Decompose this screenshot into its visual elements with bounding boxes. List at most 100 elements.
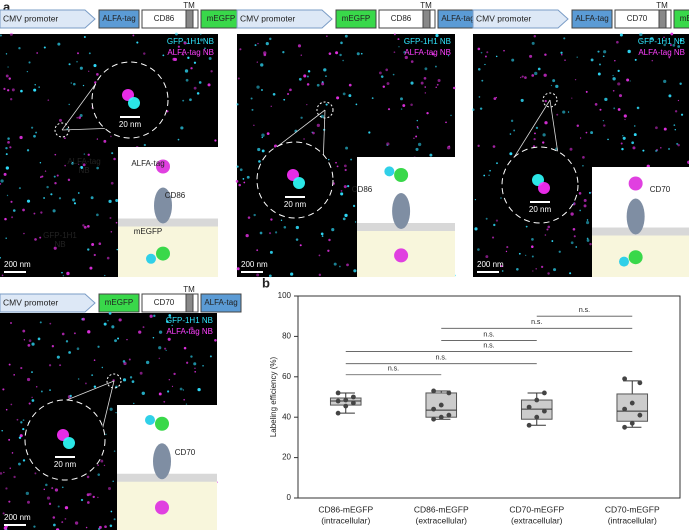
fluorescent-spot <box>303 74 307 78</box>
fluorescent-spot <box>325 103 328 106</box>
schematic-nb <box>146 253 156 264</box>
fluorescent-spot <box>570 212 574 216</box>
fluorescent-spot <box>87 153 90 156</box>
fluorescent-spot <box>280 219 283 221</box>
fluorescent-spot <box>447 55 450 57</box>
fluorescent-spot <box>493 223 496 227</box>
fluorescent-spot <box>26 70 29 73</box>
fluorescent-spot <box>655 149 658 153</box>
fluorescent-spot <box>269 232 272 235</box>
fluorescent-spot <box>256 85 260 89</box>
fluorescent-spot <box>342 59 344 62</box>
fluorescent-spot <box>493 97 497 101</box>
fluorescent-spot <box>91 243 95 246</box>
fluorescent-spot <box>3 471 5 474</box>
fluorescent-spot <box>495 96 497 99</box>
fluorescent-spot <box>626 78 630 82</box>
fluorescent-spot <box>627 49 631 54</box>
construct-element <box>98 293 140 313</box>
fluorescent-spot <box>0 34 2 37</box>
fluorescent-spot <box>612 89 615 92</box>
construct-element <box>673 9 689 29</box>
fluorescent-spot <box>209 355 212 358</box>
fluorescent-spot <box>109 407 113 411</box>
fluorescent-spot <box>12 209 16 212</box>
x-tick-label: CD86-mEGFP <box>414 504 469 514</box>
fluorescent-spot <box>655 126 658 130</box>
y-tick-label: 80 <box>282 332 291 341</box>
fluorescent-spot <box>525 254 527 256</box>
schematic-protein <box>626 198 645 235</box>
fluorescent-spot <box>208 56 212 60</box>
fluorescent-spot <box>91 374 94 376</box>
fluorescent-spot <box>40 211 43 214</box>
fluorescent-spot <box>604 97 608 102</box>
fluorescent-spot <box>424 92 427 94</box>
plot-frame <box>297 295 681 499</box>
fluorescent-spot <box>198 81 202 84</box>
x-tick-label: CD70-mEGFP <box>509 504 564 514</box>
fluorescent-spot <box>393 33 396 36</box>
fluorescent-spot <box>535 126 539 130</box>
fluorescent-spot <box>243 181 246 184</box>
fluorescent-spot <box>115 198 119 203</box>
fluorescent-spot <box>448 145 451 148</box>
fluorescent-spot <box>263 51 267 55</box>
fluorescent-spot <box>299 244 302 247</box>
fluorescent-spot <box>62 275 64 277</box>
fluorescent-spot <box>663 79 667 83</box>
fluorescent-spot <box>166 320 169 323</box>
fluorescent-spot <box>257 42 259 45</box>
fluorescent-spot <box>44 170 47 172</box>
fluorescent-spot <box>670 32 674 36</box>
fluorescent-spot <box>68 103 70 106</box>
construct-element <box>200 293 242 313</box>
fluorescent-spot <box>96 213 99 217</box>
fluorescent-spot <box>193 86 197 90</box>
fluorescent-spot <box>82 317 85 321</box>
fluorescent-spot <box>339 265 341 268</box>
fluorescent-spot <box>236 103 239 106</box>
fluorescent-spot <box>27 343 31 347</box>
tm-label: TM <box>656 1 668 10</box>
fluorescent-spot <box>33 134 36 138</box>
fluorescent-spot <box>348 94 352 98</box>
fluorescent-spot <box>20 421 23 424</box>
fluorescent-spot <box>143 143 146 147</box>
fluorescent-spot <box>562 110 566 114</box>
fluorescent-spot <box>583 199 587 203</box>
fluorescent-spot <box>58 118 62 122</box>
fluorescent-spot <box>22 459 26 462</box>
fluorescent-spot <box>534 132 536 135</box>
fluorescent-spot <box>403 51 406 54</box>
fluorescent-spot <box>415 135 418 138</box>
fluorescent-spot <box>97 473 101 476</box>
fluorescent-spot <box>590 131 594 135</box>
fluorescent-spot <box>153 314 156 318</box>
fluorescent-spot <box>61 521 64 524</box>
fluorescent-spot <box>333 262 337 266</box>
fluorescent-spot <box>136 41 139 44</box>
fluorescent-spot <box>660 147 662 149</box>
fluorescent-spot <box>531 238 534 241</box>
fluorescent-spot <box>3 87 6 90</box>
fluorescent-spot <box>563 37 566 40</box>
fluorescent-spot <box>479 107 483 110</box>
fluorescent-spot <box>73 202 77 205</box>
fluorescent-spot <box>434 65 437 68</box>
fluorescent-spot <box>110 181 114 185</box>
construct-element <box>141 293 199 313</box>
tm-label: TM <box>420 1 432 10</box>
fluorescent-spot <box>34 238 37 241</box>
fluorescent-spot <box>82 224 85 227</box>
fluorescent-spot <box>327 158 330 161</box>
fluorescent-spot <box>189 98 192 102</box>
data-point <box>534 414 540 420</box>
schematic-membrane <box>118 218 218 227</box>
x-tick-label: CD70-mEGFP <box>605 504 660 514</box>
fluorescent-spot <box>320 114 325 119</box>
fluorescent-spot <box>26 199 31 203</box>
fluorescent-spot <box>435 86 438 89</box>
fluorescent-spot <box>344 213 348 218</box>
fluorescent-spot <box>207 83 211 87</box>
